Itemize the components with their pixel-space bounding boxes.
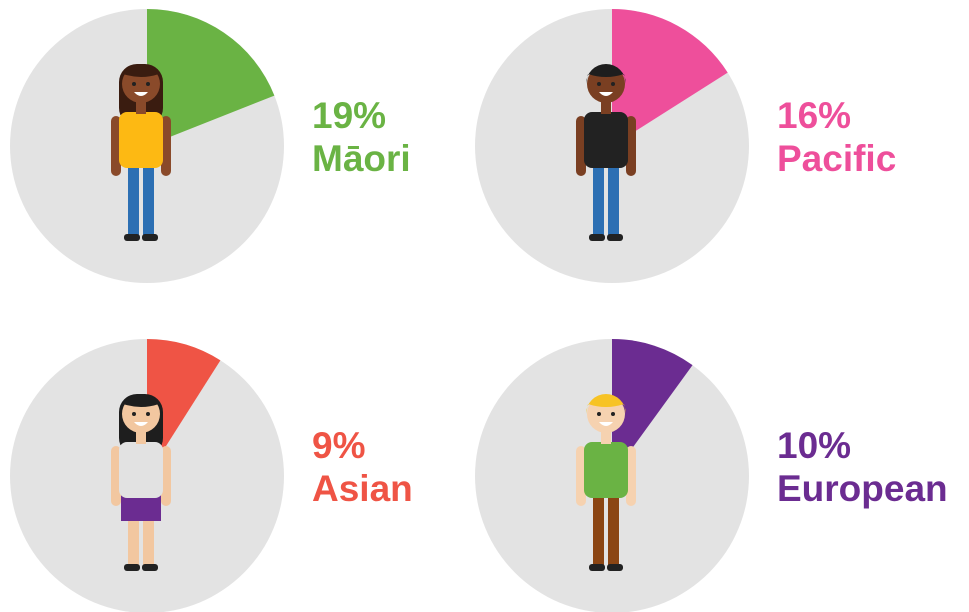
figure-leg	[143, 496, 154, 566]
figure-neck	[136, 432, 146, 444]
figure-arm	[161, 446, 171, 506]
figure-shoe	[124, 234, 140, 241]
figure-smile	[599, 422, 613, 426]
pie-chart: 9%Asian	[10, 339, 413, 612]
figure	[576, 394, 636, 571]
pie-slice	[147, 339, 221, 476]
figure-leg	[593, 496, 604, 566]
figure-arm	[111, 446, 121, 506]
figure-arm	[576, 116, 586, 176]
figure-leg	[143, 166, 154, 236]
percent-label: 10%	[777, 425, 851, 466]
figure	[576, 64, 636, 241]
figure-arm	[111, 116, 121, 176]
figure	[111, 394, 171, 571]
pie-chart: 19%Māori	[10, 9, 411, 283]
figure-shirt	[119, 442, 163, 498]
group-label: Pacific	[777, 138, 896, 179]
percent-label: 19%	[312, 95, 386, 136]
figure-hair-top	[121, 64, 161, 84]
figure-shirt	[584, 112, 628, 168]
figure-leg	[128, 496, 139, 566]
figure-shoe	[607, 234, 623, 241]
figure-neck	[601, 432, 611, 444]
figure-eye	[597, 412, 601, 416]
percent-label: 16%	[777, 95, 851, 136]
figure-neck	[136, 102, 146, 114]
figure-shirt	[584, 442, 628, 498]
pie-slice	[612, 9, 728, 146]
pie-slice	[147, 9, 275, 146]
figure-arm	[161, 116, 171, 176]
group-label: European	[777, 468, 948, 509]
figure-hair-top	[121, 394, 161, 414]
figure-shoe	[607, 564, 623, 571]
figure-leg	[608, 496, 619, 566]
figure-leg	[608, 166, 619, 236]
figure-leg	[128, 166, 139, 236]
pie-chart: 10%European	[475, 339, 948, 612]
pie-chart: 16%Pacific	[475, 9, 896, 283]
figure-shoe	[142, 564, 158, 571]
figure-smile	[134, 422, 148, 426]
figure-shoe	[589, 564, 605, 571]
figure-eye	[597, 82, 601, 86]
figure-neck	[601, 102, 611, 114]
figure-arm	[576, 446, 586, 506]
figure-shoe	[589, 234, 605, 241]
group-label: Māori	[312, 138, 411, 179]
figure-hair-top	[586, 394, 626, 414]
figure-eye	[611, 412, 615, 416]
percent-label: 9%	[312, 425, 365, 466]
figure-shoe	[124, 564, 140, 571]
figure-arm	[626, 446, 636, 506]
figure-eye	[132, 82, 136, 86]
figure-smile	[134, 92, 148, 96]
figure-eye	[146, 82, 150, 86]
figure-smile	[599, 92, 613, 96]
pie-slice	[612, 339, 693, 476]
figure-shoe	[142, 234, 158, 241]
figure-eye	[146, 412, 150, 416]
figure-shirt	[119, 112, 163, 168]
group-label: Asian	[312, 468, 413, 509]
figure-eye	[611, 82, 615, 86]
figure-hair-top	[586, 64, 626, 84]
figure-leg	[593, 166, 604, 236]
figure-eye	[132, 412, 136, 416]
figure-arm	[626, 116, 636, 176]
figure	[111, 64, 171, 241]
